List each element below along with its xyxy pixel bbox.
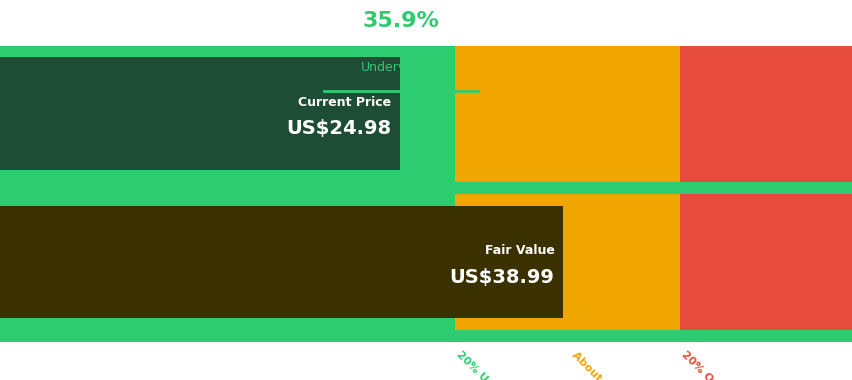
Bar [679,46,852,182]
Bar [0,182,852,194]
Text: US$38.99: US$38.99 [449,268,554,287]
Text: Undervalued: Undervalued [360,61,440,74]
Bar [0,46,454,182]
Text: 20% Undervalued: 20% Undervalued [454,350,538,380]
Text: About Right: About Right [569,350,629,380]
Bar [0,57,400,170]
Text: Current Price: Current Price [298,96,391,109]
Text: 35.9%: 35.9% [362,11,439,32]
Text: Fair Value: Fair Value [484,244,554,257]
Bar [679,194,852,330]
Bar [0,330,852,342]
Text: 20% Overvalued: 20% Overvalued [679,350,758,380]
Bar [569,194,679,330]
Text: US$24.98: US$24.98 [286,119,391,138]
Bar [0,194,454,330]
Bar [0,206,562,318]
Bar [569,46,679,182]
Bar [454,46,569,182]
Bar [454,194,569,330]
